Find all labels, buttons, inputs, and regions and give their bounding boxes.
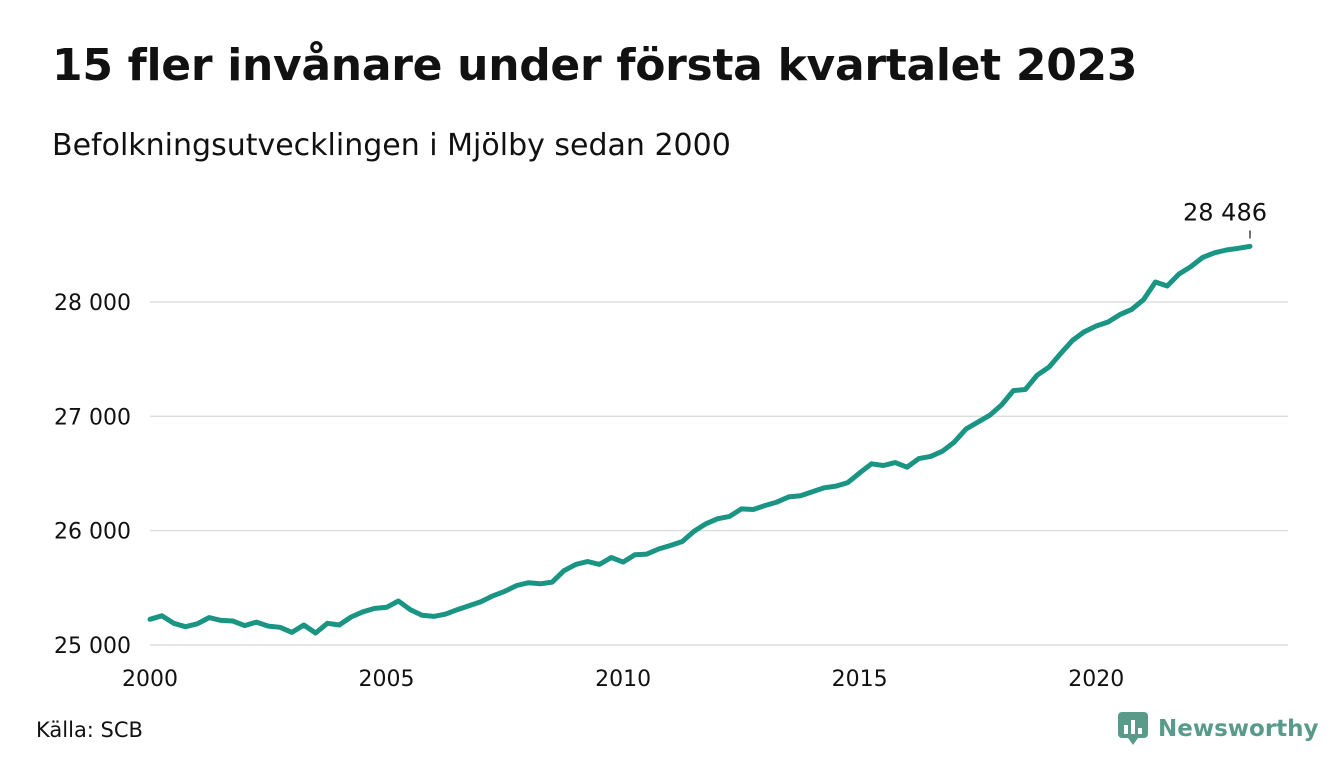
chart-title: 15 fler invånare under första kvartalet …: [52, 40, 1138, 91]
y-tick-label: 26 000: [54, 520, 131, 545]
x-tick-label: 2020: [1068, 667, 1124, 692]
brand-logo: Newsworthy: [1118, 712, 1319, 746]
line-chart: 25 000 26 000 27 000 28 000 2000 2005 2010 201…: [54, 198, 1288, 692]
x-tick-label: 2015: [832, 667, 888, 692]
chart-subtitle: Befolkningsutvecklingen i Mjölby sedan 2…: [52, 128, 731, 163]
x-axis-ticks: 2000 2005 2010 2015 2020: [122, 667, 1124, 692]
gridlines: [150, 301, 1288, 646]
brand-name: Newsworthy: [1158, 716, 1319, 742]
x-tick-label: 2000: [122, 667, 178, 692]
y-axis-ticks: 25 000 26 000 27 000 28 000: [54, 291, 131, 659]
x-tick-label: 2005: [359, 667, 415, 692]
source-note: Källa: SCB: [36, 718, 143, 742]
end-value-label: 28 486: [1183, 198, 1267, 226]
y-tick-label: 28 000: [54, 291, 131, 316]
y-tick-label: 27 000: [54, 405, 131, 430]
y-tick-label: 25 000: [54, 634, 131, 659]
x-tick-label: 2010: [595, 667, 651, 692]
bar-chart-speech-bubble-icon: [1118, 712, 1148, 745]
series-line: [147, 243, 1253, 636]
